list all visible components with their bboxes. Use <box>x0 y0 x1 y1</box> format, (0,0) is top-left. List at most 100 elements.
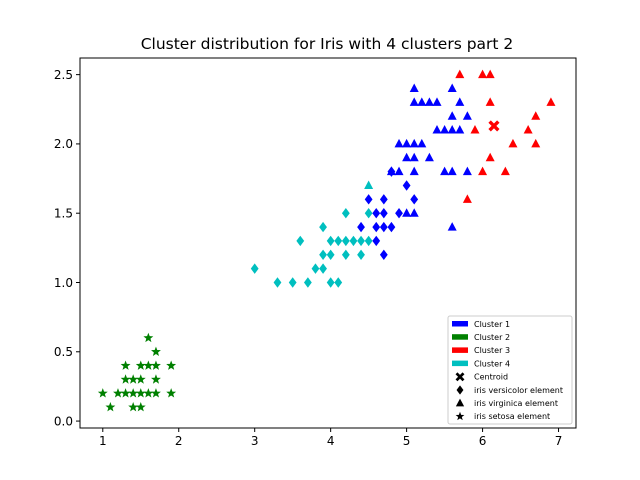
data-point-star <box>151 360 161 370</box>
axis-ticks: 1 2 3 4 5 6 7 0.0 0.5 1.0 1.5 2.0 2.5 <box>54 68 562 448</box>
centroid-point <box>488 120 500 132</box>
data-point-diamond <box>372 235 381 247</box>
data-point-star <box>128 388 139 398</box>
y-tick-label: 0.5 <box>54 345 73 359</box>
data-point-triangle <box>478 166 488 176</box>
data-point-triangle <box>364 180 374 189</box>
y-tick-label: 1.0 <box>54 276 73 290</box>
legend-label: iris virginica element <box>474 399 558 408</box>
data-point-triangle <box>485 97 495 106</box>
x-tick-label: 3 <box>251 434 259 448</box>
data-point-star <box>105 402 116 412</box>
data-point-diamond <box>326 277 335 288</box>
data-point-diamond <box>357 221 365 233</box>
legend-label: Cluster 1 <box>474 320 510 329</box>
data-point-diamond <box>319 221 327 233</box>
chart-title: Cluster distribution for Iris with 4 clu… <box>141 35 514 53</box>
data-point-triangle <box>462 194 472 203</box>
data-point-triangle <box>432 97 442 106</box>
data-point-triangle <box>432 125 442 134</box>
x-tick-label: 7 <box>555 434 563 448</box>
data-point-triangle <box>447 125 457 134</box>
data-point-triangle <box>455 125 465 134</box>
data-point-triangle <box>485 69 495 79</box>
legend-marker-diamond <box>456 385 464 395</box>
data-point-triangle <box>531 138 541 148</box>
x-tick-label: 4 <box>327 434 335 448</box>
data-point-star <box>128 374 139 384</box>
y-tick-label: 0.0 <box>54 414 73 428</box>
data-point-triangle <box>440 166 450 176</box>
data-point-diamond <box>387 221 396 233</box>
data-point-triangle <box>424 152 434 162</box>
data-point-star <box>151 388 161 398</box>
data-point-triangle <box>470 125 480 134</box>
legend-label: Cluster 3 <box>474 346 510 355</box>
data-point-triangle <box>394 138 404 148</box>
data-point-diamond <box>379 194 388 205</box>
plot-frame <box>79 57 577 429</box>
data-point-triangle <box>417 138 427 148</box>
data-point-diamond <box>326 235 335 247</box>
legend-patch <box>452 321 468 327</box>
data-point-diamond <box>250 263 259 274</box>
legend-label: Cluster 2 <box>474 333 510 342</box>
data-point-diamond <box>357 249 365 260</box>
legend-patch <box>452 334 468 340</box>
data-point-diamond <box>372 208 381 219</box>
data-point-triangle <box>478 69 488 79</box>
data-point-diamond <box>273 277 282 288</box>
legend-label: iris versicolor element <box>474 386 563 395</box>
data-point-triangle <box>447 222 457 231</box>
legend-label: Cluster 4 <box>474 359 510 368</box>
data-point-triangle <box>402 208 412 217</box>
data-point-diamond <box>364 235 373 247</box>
data-point-triangle <box>417 97 427 106</box>
data-point-triangle <box>386 166 396 176</box>
data-point-triangle <box>531 111 541 120</box>
legend-box <box>447 315 573 425</box>
x-tick-label: 5 <box>403 434 411 448</box>
data-point-diamond <box>311 263 320 274</box>
data-point-diamond <box>410 194 419 205</box>
data-point-diamond <box>303 277 312 288</box>
data-point-diamond <box>364 208 373 219</box>
data-point-star <box>166 360 177 370</box>
data-points <box>97 69 556 412</box>
data-point-triangle <box>409 208 419 217</box>
data-point-diamond <box>341 208 350 219</box>
data-point-star <box>143 360 154 370</box>
data-point-diamond <box>379 249 388 260</box>
y-tick-label: 2.0 <box>54 137 73 151</box>
y-tick-label: 1.5 <box>54 207 73 221</box>
data-point-triangle <box>485 152 495 162</box>
data-point-diamond <box>319 249 327 260</box>
data-point-triangle <box>394 166 404 176</box>
legend-marker-x <box>455 372 465 382</box>
data-point-triangle <box>500 166 510 176</box>
data-point-triangle <box>455 97 465 106</box>
legend-label: iris setosa element <box>474 412 550 421</box>
legend-patch <box>452 360 468 367</box>
data-point-star <box>120 374 131 384</box>
data-point-triangle <box>440 125 450 134</box>
legend-patch <box>452 347 468 353</box>
data-point-triangle <box>546 97 556 106</box>
data-point-diamond <box>334 235 343 247</box>
data-point-diamond <box>364 194 373 205</box>
data-point-triangle <box>455 69 465 79</box>
data-point-triangle <box>523 125 533 134</box>
data-point-star <box>120 360 131 370</box>
y-tick-label: 2.5 <box>54 68 73 82</box>
data-point-diamond <box>288 277 297 288</box>
data-point-diamond <box>296 235 305 247</box>
data-point-star <box>143 332 154 343</box>
data-point-star <box>135 388 146 398</box>
data-point-triangle <box>508 138 518 148</box>
data-point-star <box>135 402 146 412</box>
legend-marker-triangle <box>455 398 465 407</box>
data-point-triangle <box>447 83 457 92</box>
data-point-star <box>135 374 146 384</box>
legend-marker-star <box>455 411 465 421</box>
legend: Cluster 1 Cluster 2 Cluster 3 Cluster 4 Cent… <box>447 315 573 425</box>
